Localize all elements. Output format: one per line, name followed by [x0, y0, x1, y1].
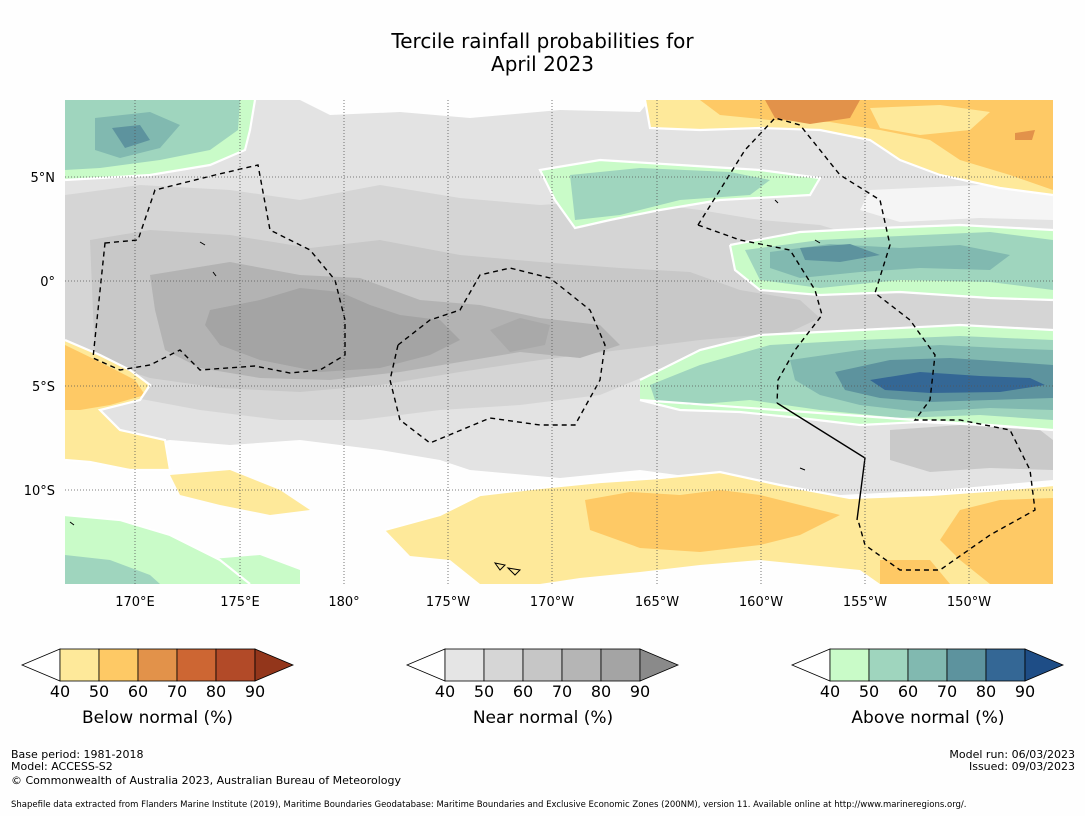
colorbar-under-triangle: [790, 648, 831, 682]
colorbar-below-normal: 40 50 60 70 80 90: [20, 648, 295, 701]
near-normal-80: [205, 288, 460, 372]
issued-date: Issued: 09/03/2023: [968, 760, 1075, 773]
model-name: Model: ACCESS-S2: [11, 760, 113, 773]
colorbar-segment: [600, 648, 641, 682]
above-se-80: [870, 372, 1045, 393]
eez-boundaries: [92, 117, 1036, 571]
latitude-axis: 5°N 0° 5°S 10°S: [24, 171, 55, 499]
lon-label: 170°E: [115, 595, 155, 610]
lat-label: 5°N: [31, 171, 56, 186]
colorbar-under-triangle: [405, 648, 446, 682]
lon-label: 160°W: [739, 595, 783, 610]
colorbar-tick-label: 40: [435, 682, 455, 701]
colorbar-segment: [868, 648, 909, 682]
colorbar-tick-label: 40: [50, 682, 70, 701]
colorbar-tick-label: 70: [552, 682, 572, 701]
colorbar-tick-label: 90: [1015, 682, 1035, 701]
lon-label: 175°E: [220, 595, 260, 610]
white-patch-north: [300, 100, 650, 118]
colorbar-near-normal: 40 50 60 70 80 90: [405, 648, 680, 701]
below-ne-60b: [1015, 130, 1035, 140]
colorbar-segment: [985, 648, 1026, 682]
colorbar-tick-label: 90: [245, 682, 265, 701]
chart-title: Tercile rainfall probabilities for April…: [0, 30, 1085, 76]
colorbar-tick-label: 80: [591, 682, 611, 701]
probability-map: [65, 100, 1053, 584]
near-normal-south-60: [890, 425, 1053, 472]
contour-lines: [65, 100, 1053, 584]
islands: [69, 199, 821, 576]
copyright: © Commonwealth of Australia 2023, Austra…: [11, 774, 401, 787]
colorbar-tick-label: 70: [937, 682, 957, 701]
colorbar-label-near: Near normal (%): [472, 708, 614, 728]
above-central-50: [570, 168, 770, 220]
title-line-1: Tercile rainfall probabilities for: [391, 29, 694, 53]
colorbar-segment: [483, 648, 524, 682]
below-w-50: [65, 345, 145, 410]
colorbar-tick-label: 50: [89, 682, 109, 701]
shapefile-credit: Shapefile data extracted from Flanders M…: [11, 800, 967, 810]
above-nw-70: [112, 125, 150, 148]
lon-label: 180°: [328, 595, 359, 610]
below-s-50b: [940, 498, 1053, 584]
colorbar-tick-label: 60: [898, 682, 918, 701]
colorbar-tick-label: 50: [474, 682, 494, 701]
colorbar-segment: [215, 648, 256, 682]
colorbar-over-triangle: [1024, 648, 1065, 682]
below-s-50: [585, 490, 840, 552]
base-period: Base period: 1981-2018: [11, 748, 144, 761]
colorbar-tick-label: 80: [976, 682, 996, 701]
model-run: Model run: 06/03/2023: [949, 748, 1075, 761]
colorbar-tick-label: 60: [128, 682, 148, 701]
footer-left: Base period: 1981-2018 Model: ACCESS-S2 …: [11, 749, 401, 787]
lon-label: 165°W: [635, 595, 679, 610]
above-sw-40b: [200, 555, 300, 584]
colorbar-tick-label: 80: [206, 682, 226, 701]
colorbar-segment: [907, 648, 948, 682]
lon-label: 155°W: [843, 595, 887, 610]
above-east-band-70: [800, 244, 880, 262]
below-s-50c: [880, 560, 950, 584]
colorbar-tick-label: 50: [859, 682, 879, 701]
lat-label: 0°: [40, 275, 55, 290]
colorbar-segment: [98, 648, 139, 682]
lon-label: 175°W: [426, 595, 470, 610]
colorbar-segment: [59, 648, 100, 682]
colorbar-segment: [444, 648, 485, 682]
white-band-east: [860, 185, 1053, 222]
footer-right: Model run: 06/03/2023 Issued: 09/03/2023: [949, 749, 1075, 773]
title-line-2: April 2023: [491, 52, 594, 76]
lon-label: 170°W: [530, 595, 574, 610]
colorbar-segment: [561, 648, 602, 682]
solid-boundary: [776, 402, 866, 521]
colorbar-segment: [137, 648, 178, 682]
colorbar-label-above: Above normal (%): [851, 708, 1005, 728]
colorbar-segment: [829, 648, 870, 682]
lat-label: 10°S: [24, 484, 55, 499]
colorbar-tick-label: 60: [513, 682, 533, 701]
colorbar-tick-label: 40: [820, 682, 840, 701]
colorbar-label-below: Below normal (%): [82, 708, 233, 728]
longitude-axis: 170°E 175°E 180° 175°W 170°W 165°W 160°W…: [115, 595, 991, 610]
colorbar-under-triangle: [20, 648, 61, 682]
lat-label: 5°S: [32, 380, 55, 395]
colorbar-tick-label: 70: [167, 682, 187, 701]
colorbar-segment: [946, 648, 987, 682]
colorbar-segment: [176, 648, 217, 682]
colorbar-over-triangle: [639, 648, 680, 682]
below-ne-60: [765, 100, 860, 124]
lon-label: 150°W: [947, 595, 991, 610]
near-normal-80b: [490, 318, 550, 352]
colorbar-above-normal: 40 50 60 70 80 90: [790, 648, 1065, 701]
below-ne-40b: [870, 105, 990, 135]
above-sw-50: [65, 555, 160, 584]
colorbar-tick-label: 90: [630, 682, 650, 701]
below-w-40b: [170, 470, 310, 515]
colorbar-segment: [522, 648, 563, 682]
colorbar-over-triangle: [254, 648, 295, 682]
